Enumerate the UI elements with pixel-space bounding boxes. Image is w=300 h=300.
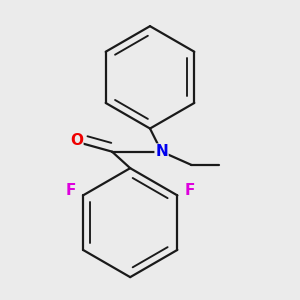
Text: F: F xyxy=(65,183,76,198)
Text: N: N xyxy=(155,144,168,159)
Text: O: O xyxy=(70,133,83,148)
Text: F: F xyxy=(185,183,195,198)
